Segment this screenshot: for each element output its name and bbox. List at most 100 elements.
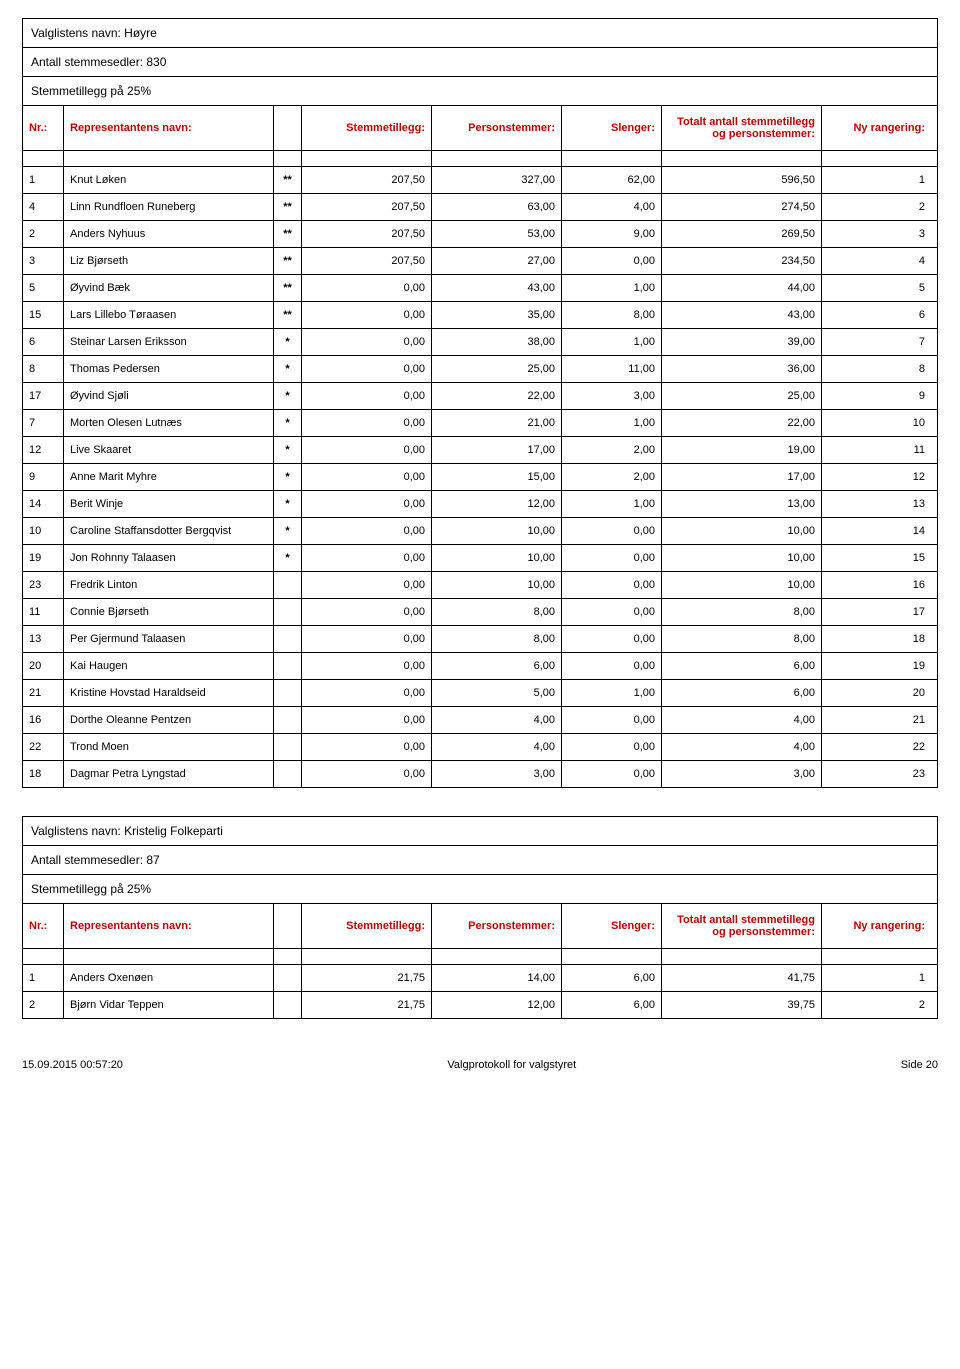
- header-slenger: Slenger:: [561, 904, 661, 948]
- cell-nr: 14: [23, 491, 63, 517]
- cell-name: Øyvind Bæk: [63, 275, 273, 301]
- header-nr: Nr.:: [23, 106, 63, 150]
- table-row: 1Knut Løken**207,50327,0062,00596,501: [23, 167, 937, 194]
- header-name: Representantens navn:: [63, 106, 273, 150]
- cell-slenger: 0,00: [561, 653, 661, 679]
- cell-total: 6,00: [661, 680, 821, 706]
- cell-name: Dorthe Oleanne Pentzen: [63, 707, 273, 733]
- cell-rank: 1: [821, 965, 931, 991]
- cell-personstemmer: 8,00: [431, 626, 561, 652]
- cell-mark: [273, 653, 301, 679]
- cell-rank: 9: [821, 383, 931, 409]
- header-personstemmer: Personstemmer:: [431, 904, 561, 948]
- cell-total: 39,00: [661, 329, 821, 355]
- cell-slenger: 0,00: [561, 761, 661, 787]
- cell-personstemmer: 27,00: [431, 248, 561, 274]
- cell-stemmetillegg: 207,50: [301, 221, 431, 247]
- cell-mark: **: [273, 194, 301, 220]
- cell-mark: **: [273, 275, 301, 301]
- cell-nr: 15: [23, 302, 63, 328]
- cell-nr: 11: [23, 599, 63, 625]
- cell-rank: 15: [821, 545, 931, 571]
- cell-stemmetillegg: 0,00: [301, 464, 431, 490]
- cell-nr: 10: [23, 518, 63, 544]
- cell-slenger: 1,00: [561, 410, 661, 436]
- cell-stemmetillegg: 0,00: [301, 734, 431, 760]
- cell-nr: 19: [23, 545, 63, 571]
- table-row: 18Dagmar Petra Lyngstad0,003,000,003,002…: [23, 761, 937, 787]
- results-table-0: Valglistens navn: HøyreAntall stemmesedl…: [22, 18, 938, 788]
- cell-personstemmer: 10,00: [431, 518, 561, 544]
- cell-mark: *: [273, 410, 301, 436]
- cell-name: Trond Moen: [63, 734, 273, 760]
- cell-personstemmer: 15,00: [431, 464, 561, 490]
- cell-total: 10,00: [661, 545, 821, 571]
- cell-nr: 1: [23, 167, 63, 193]
- cell-mark: **: [273, 302, 301, 328]
- cell-nr: 18: [23, 761, 63, 787]
- table-row: 17Øyvind Sjøli*0,0022,003,0025,009: [23, 383, 937, 410]
- cell-slenger: 0,00: [561, 545, 661, 571]
- cell-total: 274,50: [661, 194, 821, 220]
- cell-rank: 13: [821, 491, 931, 517]
- cell-total: 3,00: [661, 761, 821, 787]
- cell-name: Knut Løken: [63, 167, 273, 193]
- cell-name: Fredrik Linton: [63, 572, 273, 598]
- cell-stemmetillegg: 0,00: [301, 275, 431, 301]
- cell-stemmetillegg: 207,50: [301, 194, 431, 220]
- cell-rank: 8: [821, 356, 931, 382]
- cell-mark: **: [273, 248, 301, 274]
- cell-name: Thomas Pedersen: [63, 356, 273, 382]
- cell-stemmetillegg: 0,00: [301, 545, 431, 571]
- cell-nr: 23: [23, 572, 63, 598]
- footer-page: Side 20: [901, 1059, 938, 1071]
- cell-rank: 2: [821, 194, 931, 220]
- cell-total: 43,00: [661, 302, 821, 328]
- cell-nr: 13: [23, 626, 63, 652]
- cell-stemmetillegg: 207,50: [301, 248, 431, 274]
- table-row: 13Per Gjermund Talaasen0,008,000,008,001…: [23, 626, 937, 653]
- table-row: 19Jon Rohnny Talaasen*0,0010,000,0010,00…: [23, 545, 937, 572]
- cell-slenger: 0,00: [561, 734, 661, 760]
- cell-slenger: 8,00: [561, 302, 661, 328]
- cell-stemmetillegg: 0,00: [301, 626, 431, 652]
- cell-total: 13,00: [661, 491, 821, 517]
- header-rank: Ny rangering:: [821, 904, 931, 948]
- cell-total: 8,00: [661, 599, 821, 625]
- cell-rank: 3: [821, 221, 931, 247]
- cell-name: Jon Rohnny Talaasen: [63, 545, 273, 571]
- cell-personstemmer: 21,00: [431, 410, 561, 436]
- ballot-count-row: Antall stemmesedler: 87: [23, 846, 937, 875]
- cell-mark: [273, 707, 301, 733]
- cell-personstemmer: 38,00: [431, 329, 561, 355]
- cell-name: Lars Lillebo Tøraasen: [63, 302, 273, 328]
- header-mark: [273, 904, 301, 948]
- table-row: 5Øyvind Bæk**0,0043,001,0044,005: [23, 275, 937, 302]
- cell-mark: [273, 572, 301, 598]
- spacer-row: [23, 151, 937, 167]
- cell-stemmetillegg: 0,00: [301, 383, 431, 409]
- cell-personstemmer: 22,00: [431, 383, 561, 409]
- footer-timestamp: 15.09.2015 00:57:20: [22, 1059, 123, 1071]
- cell-personstemmer: 10,00: [431, 545, 561, 571]
- cell-name: Anders Nyhuus: [63, 221, 273, 247]
- cell-total: 10,00: [661, 518, 821, 544]
- cell-personstemmer: 17,00: [431, 437, 561, 463]
- table-row: 8Thomas Pedersen*0,0025,0011,0036,008: [23, 356, 937, 383]
- vote-bonus-row: Stemmetillegg på 25%: [23, 875, 937, 904]
- cell-rank: 5: [821, 275, 931, 301]
- cell-rank: 22: [821, 734, 931, 760]
- cell-rank: 21: [821, 707, 931, 733]
- cell-slenger: 6,00: [561, 992, 661, 1018]
- table-row: 3Liz Bjørseth**207,5027,000,00234,504: [23, 248, 937, 275]
- cell-rank: 2: [821, 992, 931, 1018]
- cell-nr: 8: [23, 356, 63, 382]
- table-row: 6Steinar Larsen Eriksson*0,0038,001,0039…: [23, 329, 937, 356]
- table-header: Nr.:Representantens navn:Stemmetillegg:P…: [23, 106, 937, 151]
- cell-nr: 1: [23, 965, 63, 991]
- ballot-count-row: Antall stemmesedler: 830: [23, 48, 937, 77]
- cell-rank: 23: [821, 761, 931, 787]
- table-row: 23Fredrik Linton0,0010,000,0010,0016: [23, 572, 937, 599]
- cell-nr: 21: [23, 680, 63, 706]
- table-row: 20Kai Haugen0,006,000,006,0019: [23, 653, 937, 680]
